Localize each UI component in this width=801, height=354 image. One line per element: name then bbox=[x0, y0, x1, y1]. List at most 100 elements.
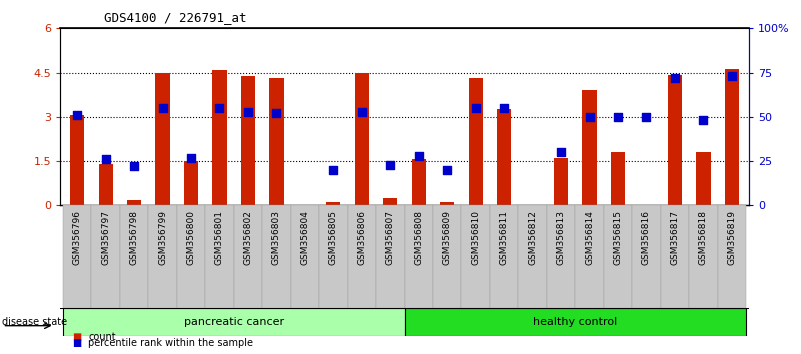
Point bbox=[156, 105, 169, 111]
Bar bbox=[518, 205, 547, 308]
Text: GSM356801: GSM356801 bbox=[215, 210, 224, 266]
Bar bbox=[148, 205, 177, 308]
Bar bbox=[383, 198, 397, 205]
Point bbox=[583, 114, 596, 120]
Point bbox=[669, 75, 682, 81]
Bar bbox=[212, 70, 227, 205]
Point bbox=[384, 162, 396, 167]
Text: GSM356797: GSM356797 bbox=[101, 210, 110, 266]
Bar bbox=[718, 205, 746, 308]
Point bbox=[70, 112, 83, 118]
Bar bbox=[469, 79, 483, 205]
Text: GSM356799: GSM356799 bbox=[158, 210, 167, 266]
Bar bbox=[326, 202, 340, 205]
Point bbox=[270, 110, 283, 116]
Bar bbox=[355, 73, 369, 205]
Text: GSM356808: GSM356808 bbox=[414, 210, 423, 266]
Text: GSM356800: GSM356800 bbox=[187, 210, 195, 266]
Point bbox=[356, 109, 368, 114]
Text: GSM356815: GSM356815 bbox=[614, 210, 622, 266]
Bar bbox=[127, 200, 141, 205]
Bar bbox=[547, 205, 575, 308]
Bar bbox=[70, 115, 84, 205]
Text: GSM356814: GSM356814 bbox=[585, 210, 594, 266]
Bar bbox=[91, 205, 120, 308]
Bar bbox=[234, 205, 262, 308]
Bar bbox=[696, 152, 710, 205]
Bar bbox=[184, 161, 198, 205]
Text: GSM356819: GSM356819 bbox=[727, 210, 736, 266]
Text: percentile rank within the sample: percentile rank within the sample bbox=[88, 338, 253, 348]
Point bbox=[242, 109, 255, 114]
Text: GSM356813: GSM356813 bbox=[557, 210, 566, 266]
Point bbox=[413, 153, 425, 159]
Text: GSM356798: GSM356798 bbox=[130, 210, 139, 266]
Text: healthy control: healthy control bbox=[533, 317, 618, 327]
Bar bbox=[554, 158, 568, 205]
Text: pancreatic cancer: pancreatic cancer bbox=[183, 317, 284, 327]
Bar bbox=[319, 205, 348, 308]
Bar bbox=[376, 205, 405, 308]
Text: GSM356818: GSM356818 bbox=[699, 210, 708, 266]
Point bbox=[612, 114, 625, 120]
Text: GSM356796: GSM356796 bbox=[73, 210, 82, 266]
Bar bbox=[604, 205, 632, 308]
Text: GSM356809: GSM356809 bbox=[443, 210, 452, 266]
Bar bbox=[433, 205, 461, 308]
Text: ■: ■ bbox=[72, 332, 82, 342]
Bar bbox=[632, 205, 661, 308]
Bar bbox=[689, 205, 718, 308]
Bar bbox=[575, 205, 604, 308]
Bar bbox=[412, 159, 426, 205]
Text: GSM356816: GSM356816 bbox=[642, 210, 651, 266]
Bar bbox=[120, 205, 148, 308]
Text: GSM356806: GSM356806 bbox=[357, 210, 366, 266]
Bar bbox=[440, 202, 454, 205]
Bar bbox=[611, 152, 625, 205]
Bar bbox=[348, 205, 376, 308]
Bar bbox=[725, 69, 739, 205]
Text: ■: ■ bbox=[72, 338, 82, 348]
Bar bbox=[668, 75, 682, 205]
Bar bbox=[205, 205, 234, 308]
Bar bbox=[177, 205, 205, 308]
Text: GSM356807: GSM356807 bbox=[386, 210, 395, 266]
Bar bbox=[405, 308, 746, 336]
Bar bbox=[99, 164, 113, 205]
Text: disease state: disease state bbox=[2, 317, 67, 327]
Bar bbox=[405, 205, 433, 308]
Point bbox=[327, 167, 340, 173]
Text: count: count bbox=[88, 332, 115, 342]
Bar bbox=[661, 205, 689, 308]
Bar bbox=[269, 79, 284, 205]
Text: GSM356810: GSM356810 bbox=[471, 210, 480, 266]
Point bbox=[469, 105, 482, 111]
Point bbox=[726, 73, 739, 79]
Point bbox=[497, 105, 510, 111]
Bar bbox=[241, 76, 255, 205]
Bar bbox=[461, 205, 490, 308]
Point bbox=[697, 118, 710, 123]
Point bbox=[184, 155, 197, 160]
Point bbox=[640, 114, 653, 120]
Point bbox=[127, 164, 140, 169]
Point bbox=[441, 167, 453, 173]
Bar bbox=[497, 109, 511, 205]
Bar bbox=[63, 205, 91, 308]
Text: GSM356811: GSM356811 bbox=[500, 210, 509, 266]
Bar bbox=[582, 90, 597, 205]
Text: GSM356812: GSM356812 bbox=[528, 210, 537, 266]
Point bbox=[554, 149, 567, 155]
Text: GSM356802: GSM356802 bbox=[244, 210, 252, 266]
Text: GDS4100 / 226791_at: GDS4100 / 226791_at bbox=[104, 11, 247, 24]
Bar bbox=[262, 205, 291, 308]
Text: GSM356805: GSM356805 bbox=[329, 210, 338, 266]
Bar bbox=[291, 205, 319, 308]
Point bbox=[213, 105, 226, 111]
Text: GSM356817: GSM356817 bbox=[670, 210, 679, 266]
Bar bbox=[63, 308, 405, 336]
Bar bbox=[490, 205, 518, 308]
Bar bbox=[155, 73, 170, 205]
Text: GSM356804: GSM356804 bbox=[300, 210, 309, 266]
Text: GSM356803: GSM356803 bbox=[272, 210, 281, 266]
